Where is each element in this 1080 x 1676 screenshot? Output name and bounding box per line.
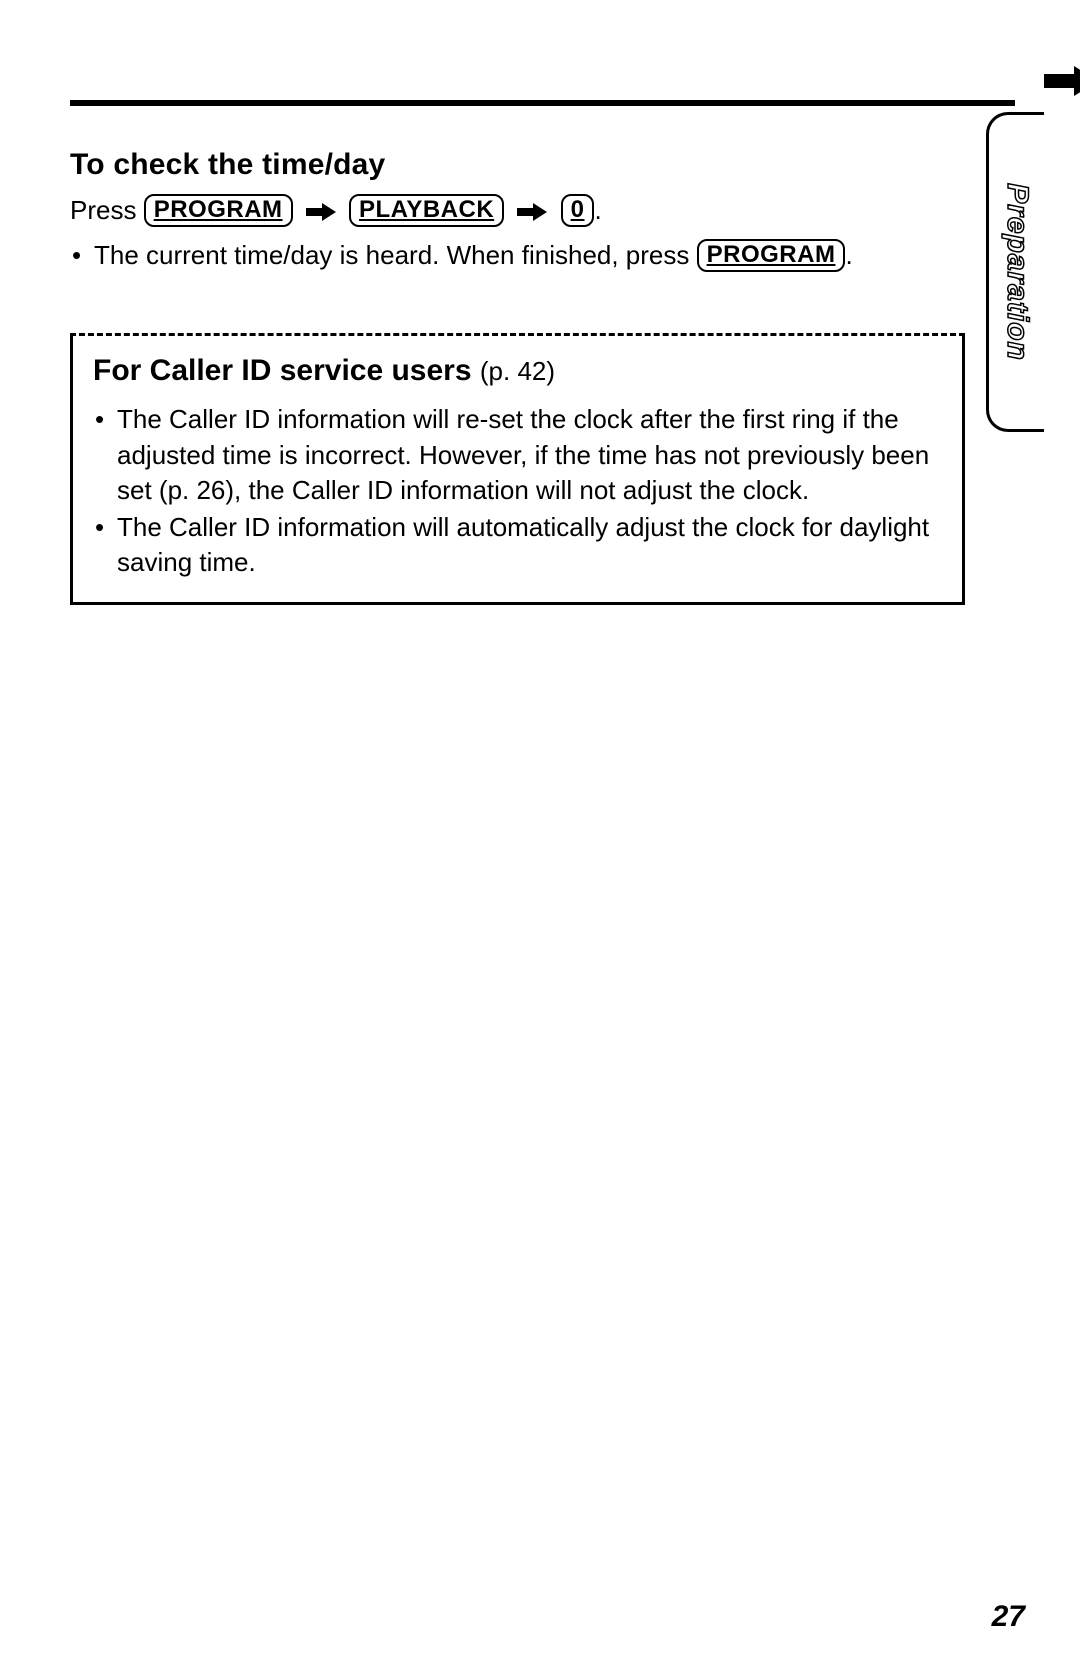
bullet-item: The Caller ID information will re-set th… bbox=[117, 402, 946, 507]
press-word: Press bbox=[70, 195, 136, 225]
arrow-right-icon bbox=[306, 194, 336, 230]
page-number: 27 bbox=[992, 1600, 1025, 1634]
box-bullets: The Caller ID information will re-set th… bbox=[93, 402, 946, 579]
top-rule bbox=[70, 100, 1015, 106]
manual-page: Preparation To check the time/day Press … bbox=[0, 0, 1080, 1676]
bullet-text-post: . bbox=[845, 240, 852, 270]
section-bullets: The current time/day is heard. When fini… bbox=[70, 238, 965, 273]
bullet-item: The Caller ID information will automatic… bbox=[117, 510, 946, 580]
program-button: PROGRAM bbox=[697, 239, 846, 272]
side-tab: Preparation bbox=[986, 112, 1044, 432]
box-title-text: For Caller ID service users bbox=[93, 354, 472, 387]
callout-box: For Caller ID service users (p. 42) The … bbox=[70, 333, 965, 604]
period-text: . bbox=[594, 195, 601, 225]
side-tab-label: Preparation bbox=[1000, 183, 1034, 361]
program-button: PROGRAM bbox=[144, 194, 293, 227]
box-title-ref: (p. 42) bbox=[480, 356, 555, 386]
box-title: For Caller ID service users (p. 42) bbox=[93, 354, 946, 388]
bullet-text-pre: The current time/day is heard. When fini… bbox=[94, 240, 697, 270]
playback-button: PLAYBACK bbox=[349, 194, 504, 227]
zero-button: 0 bbox=[561, 194, 595, 227]
arrow-right-icon bbox=[517, 194, 547, 230]
content-area: To check the time/day Press PROGRAM PLAY… bbox=[70, 148, 965, 605]
bullet-item: The current time/day is heard. When fini… bbox=[94, 238, 965, 273]
section-heading: To check the time/day bbox=[70, 148, 965, 182]
press-sequence: Press PROGRAM PLAYBACK 0. bbox=[70, 192, 965, 230]
